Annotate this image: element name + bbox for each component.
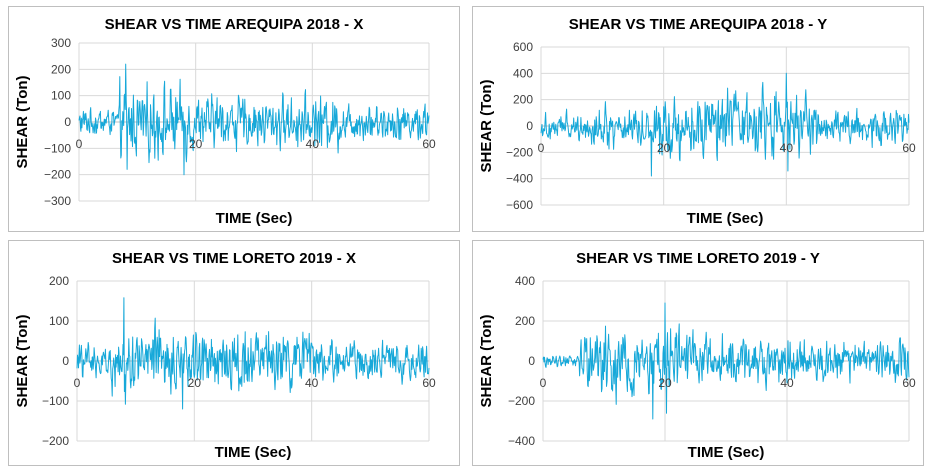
x-tick-label: 60 [902,141,916,155]
chart-arequipa-x: SHEAR VS TIME AREQUIPA 2018 - X −300 −200 −… [14,16,436,227]
y-tick-label: −200 [44,168,71,182]
y-tick-label: −400 [508,434,535,448]
shear-series-line [542,302,910,420]
x-axis-label: TIME (Sec) [687,210,764,227]
chart-panel-loreto-x: SHEAR VS TIME LORETO 2019 - X −200 −100 0 10… [8,240,460,466]
x-tick-label: 40 [306,137,320,151]
x-tick-label: 40 [780,141,794,155]
y-tick-label: 600 [513,40,533,54]
y-tick-label: −300 [44,194,71,208]
y-tick-label: 0 [526,119,533,133]
y-tick-label: 200 [51,62,71,76]
x-tick-label: 20 [657,141,671,155]
y-axis-label: SHEAR (Ton) [478,79,495,172]
y-tick-label: 0 [64,115,71,129]
y-tick-label: −100 [44,141,71,155]
shear-series-line [76,297,430,410]
y-tick-label: −200 [506,145,533,159]
y-tick-label: 200 [513,93,533,107]
x-tick-label: 0 [74,376,81,390]
chart-panel-arequipa-x: SHEAR VS TIME AREQUIPA 2018 - X −300 −200 −… [8,6,460,232]
chart-panel-arequipa-y: SHEAR VS TIME AREQUIPA 2018 - Y −600 −400 −… [472,6,924,232]
y-tick-label: 100 [51,89,71,103]
x-tick-label: 0 [540,376,547,390]
x-tick-label: 60 [422,376,436,390]
y-tick-label: 300 [51,36,71,50]
y-tick-label: −400 [506,172,533,186]
x-tick-label: 0 [76,137,83,151]
y-tick-label: 400 [515,274,535,288]
x-tick-label: 60 [422,137,436,151]
x-tick-label: 20 [188,376,202,390]
shear-series-line [540,72,910,177]
chart-title: SHEAR VS TIME LORETO 2019 - Y [576,250,820,267]
shear-series-line [78,63,430,176]
y-tick-label: 100 [49,314,69,328]
x-tick-label: 20 [189,137,203,151]
y-tick-label: −200 [42,434,69,448]
x-axis-label: TIME (Sec) [216,210,293,227]
x-axis-label: TIME (Sec) [688,444,765,461]
y-axis-label: SHEAR (Ton) [478,314,495,407]
chart-arequipa-y: SHEAR VS TIME AREQUIPA 2018 - Y −600 −400 −… [478,16,916,227]
x-tick-label: 20 [658,376,672,390]
x-tick-label: 0 [538,141,545,155]
x-tick-label: 40 [305,376,319,390]
chart-title: SHEAR VS TIME LORETO 2019 - X [112,250,356,267]
chart-title: SHEAR VS TIME AREQUIPA 2018 - X [105,16,364,33]
y-axis-label: SHEAR (Ton) [14,75,31,168]
x-tick-label: 40 [780,376,794,390]
y-tick-label: 200 [49,274,69,288]
y-tick-label: 200 [515,314,535,328]
x-axis-label: TIME (Sec) [215,444,292,461]
x-tick-label: 60 [902,376,916,390]
y-tick-label: −600 [506,198,533,212]
chart-panel-loreto-y: SHEAR VS TIME LORETO 2019 - Y −400 −200 0 20… [472,240,924,466]
chart-title: SHEAR VS TIME AREQUIPA 2018 - Y [569,16,827,33]
y-tick-label: 0 [528,354,535,368]
chart-loreto-y: SHEAR VS TIME LORETO 2019 - Y −400 −200 0 20… [478,250,916,461]
chart-loreto-x: SHEAR VS TIME LORETO 2019 - X −200 −100 0 10… [14,250,436,461]
y-tick-label: 400 [513,66,533,80]
y-tick-label: 0 [62,354,69,368]
y-axis-label: SHEAR (Ton) [14,314,31,407]
y-tick-label: −200 [508,394,535,408]
y-tick-label: −100 [42,394,69,408]
